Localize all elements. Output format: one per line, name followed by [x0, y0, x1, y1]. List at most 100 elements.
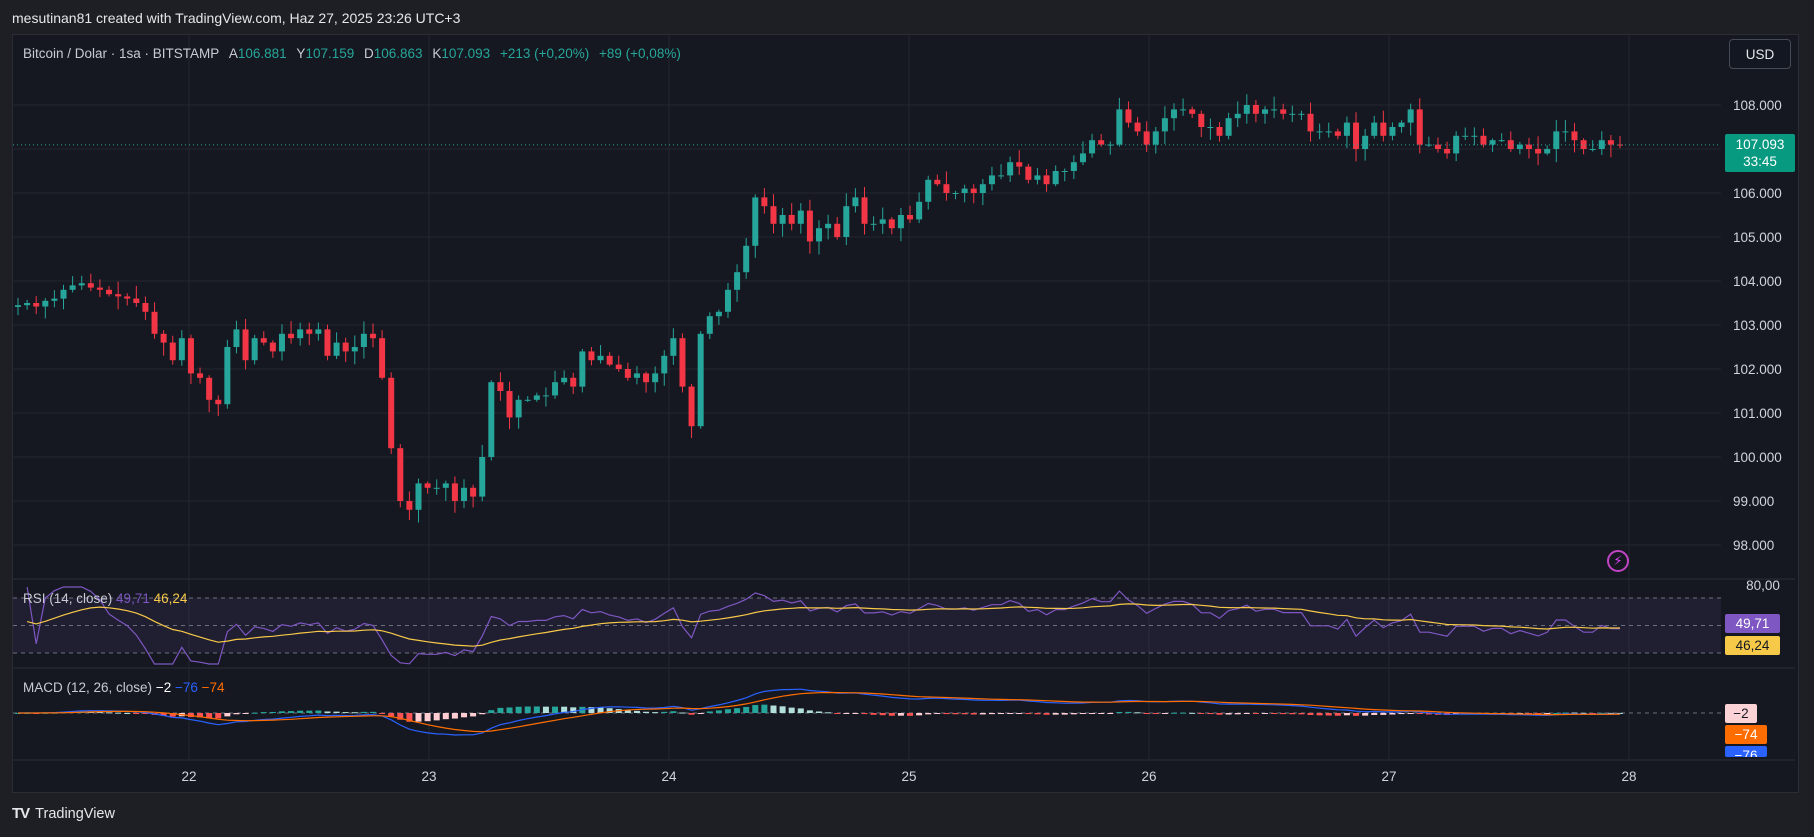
macd-histogram-bar — [1098, 713, 1105, 714]
open-label: A — [228, 46, 238, 61]
macd-histogram-bar — [1262, 713, 1269, 714]
candle-body — [688, 386, 695, 427]
currency-button[interactable]: USD — [1729, 39, 1791, 69]
macd-histogram-bar — [1089, 713, 1096, 714]
candle-body — [1525, 144, 1532, 149]
candle-body — [697, 333, 704, 427]
candle-body — [1280, 109, 1287, 114]
macd-histogram-bar — [1407, 713, 1414, 714]
candle-body — [670, 338, 677, 356]
macd-histogram-bar — [269, 711, 276, 713]
macd-histogram-bar — [1607, 712, 1614, 714]
candle-body — [1262, 109, 1269, 114]
candle-body — [1389, 127, 1396, 136]
candle-body — [133, 298, 140, 303]
macd-histogram-bar — [834, 713, 841, 714]
time-axis-label: 28 — [1621, 769, 1636, 784]
candle-body — [1134, 122, 1141, 132]
candle-body — [1407, 109, 1414, 123]
candle-body — [734, 272, 741, 290]
symbol-legend[interactable]: Bitcoin / Dolar · 1sa · BITSTAMP A106.88… — [23, 46, 681, 61]
macd-histogram-bar — [1143, 713, 1150, 714]
candle-body — [433, 487, 440, 489]
close-value: 107.093 — [441, 46, 491, 61]
candle-body — [961, 188, 968, 193]
candle-body — [1061, 171, 1068, 172]
macd-histogram-bar — [306, 710, 313, 713]
macd-histogram-bar — [315, 710, 322, 713]
macd-histogram-bar — [679, 712, 686, 714]
macd-histogram-bar — [497, 707, 504, 713]
candle-body — [870, 223, 877, 225]
macd-histogram-bar — [588, 707, 595, 713]
tradingview-brand[interactable]: TV TradingView — [12, 805, 115, 822]
candle-body — [269, 342, 276, 352]
candle-body — [1007, 162, 1014, 176]
candle-body — [461, 487, 468, 501]
macd-histogram-bar — [1280, 713, 1287, 715]
candle-body — [561, 377, 568, 383]
candle-body — [761, 197, 768, 207]
candle-body — [916, 201, 923, 220]
candle-body — [497, 382, 504, 391]
macd-histogram-bar — [897, 713, 904, 716]
price-axis-label: 98.000 — [1733, 538, 1774, 553]
macd-histogram-bar — [670, 711, 677, 713]
candle-body — [1225, 118, 1232, 136]
macd-histogram-bar — [1307, 713, 1314, 715]
price-axis-label: 105.000 — [1733, 230, 1782, 245]
macd-histogram-bar — [1025, 713, 1032, 715]
candle-body — [1325, 131, 1332, 133]
macd-histogram-bar — [197, 713, 204, 718]
macd-histogram-bar — [1152, 713, 1159, 714]
candle-body — [788, 215, 795, 224]
macd-histogram-bar — [597, 707, 604, 713]
macd-histogram-bar — [1353, 713, 1360, 716]
candle-body — [998, 175, 1005, 177]
lightning-icon[interactable]: ⚡ — [1607, 550, 1629, 572]
macd-hist-tag: −2 — [1725, 704, 1757, 723]
candle-body — [1180, 109, 1187, 111]
macd-histogram-bar — [397, 713, 404, 720]
macd-histogram-bar — [1180, 712, 1187, 714]
macd-histogram-bar — [96, 712, 103, 714]
price-axis-label: 102.000 — [1733, 362, 1782, 377]
candle-body — [1034, 175, 1041, 180]
time-axis-label: 23 — [421, 769, 436, 784]
candle-body — [333, 342, 340, 356]
candle-body — [124, 296, 131, 299]
macd-legend[interactable]: MACD (12, 26, close) −2 −76 −74 — [23, 680, 225, 695]
macd-histogram-bar — [1252, 713, 1259, 714]
macd-histogram-bar — [1198, 713, 1205, 714]
macd-histogram-bar — [970, 713, 977, 715]
tradingview-logo-icon: TV — [12, 805, 30, 822]
candle-body — [1343, 122, 1350, 136]
last-price-badge: 107.093 33:45 — [1725, 134, 1795, 172]
macd-histogram-bar — [752, 705, 759, 713]
candle-body — [861, 197, 868, 224]
candle-body — [506, 391, 513, 418]
macd-histogram-bar — [1189, 712, 1196, 714]
candle-body — [943, 184, 950, 193]
low-label: D — [364, 46, 374, 61]
macd-histogram-bar — [206, 713, 213, 719]
candle-body — [897, 215, 904, 229]
rsi-legend[interactable]: RSI (14, close) 49,71 46,24 — [23, 591, 187, 606]
rsi-value-tag: 49,71 — [1725, 614, 1780, 633]
candle-body — [770, 206, 777, 224]
candle-body — [1571, 131, 1578, 141]
candle-body — [979, 184, 986, 193]
candle-body — [351, 347, 358, 352]
candle-body — [78, 283, 85, 286]
macd-histogram-bar — [1544, 713, 1551, 714]
candle-body — [1553, 131, 1560, 149]
macd-histogram-bar — [470, 713, 477, 717]
candle-body — [588, 351, 595, 361]
candle-body — [515, 399, 522, 418]
macd-histogram-bar — [142, 713, 149, 714]
macd-histogram-bar — [661, 711, 668, 713]
candle-body — [970, 188, 977, 193]
candle-body — [952, 193, 959, 194]
candle-body — [1362, 135, 1369, 149]
